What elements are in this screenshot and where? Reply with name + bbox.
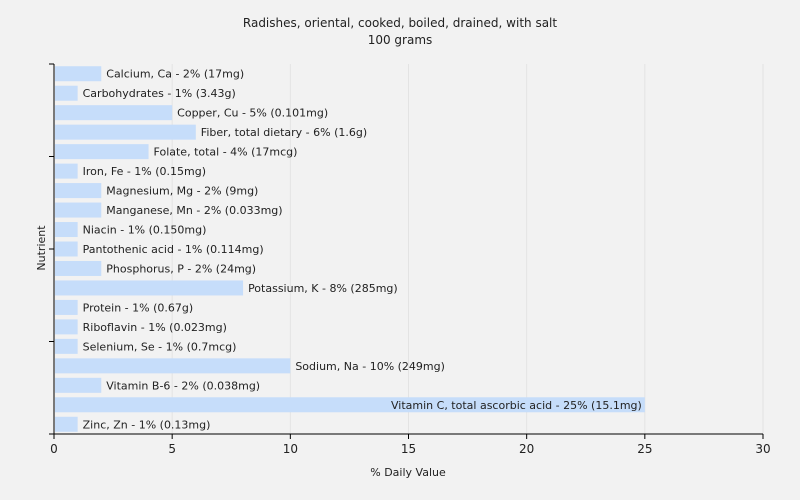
bar-label-13: Riboflavin - 1% (0.023mg) — [83, 321, 227, 334]
bar-label-9: Pantothenic acid - 1% (0.114mg) — [83, 243, 264, 256]
bar-7 — [55, 202, 102, 218]
bar-label-0: Calcium, Ca - 2% (17mg) — [106, 68, 244, 81]
bar-17 — [55, 397, 645, 413]
bar-label-2: Copper, Cu - 5% (0.101mg) — [177, 107, 328, 120]
bar-2 — [55, 105, 173, 121]
bar-5 — [55, 163, 78, 179]
bar-18 — [55, 416, 78, 432]
bar-15 — [55, 358, 291, 374]
bar-label-14: Selenium, Se - 1% (0.7mcg) — [83, 340, 237, 353]
bar-10 — [55, 260, 102, 276]
bars: Calcium, Ca - 2% (17mg) Carbohydrates - 1… — [55, 66, 645, 432]
bar-label-1: Carbohydrates - 1% (3.43g) — [83, 87, 236, 100]
x-tick-label-5: 5 — [168, 442, 176, 456]
chart-subtitle: 100 grams — [368, 33, 433, 47]
x-tick-label-30: 30 — [755, 442, 770, 456]
bar-label-6: Magnesium, Mg - 2% (9mg) — [106, 185, 258, 198]
bar-label-17: Vitamin C, total ascorbic acid - 25% (15… — [391, 399, 642, 412]
x-tick-label-25: 25 — [637, 442, 652, 456]
bar-14 — [55, 338, 78, 354]
bar-0 — [55, 66, 102, 82]
bar-label-18: Zinc, Zn - 1% (0.13mg) — [83, 418, 211, 431]
bar-label-10: Phosphorus, P - 2% (24mg) — [106, 262, 256, 275]
x-tick-label-0: 0 — [50, 442, 58, 456]
x-tick-label-20: 20 — [519, 442, 534, 456]
bar-label-5: Iron, Fe - 1% (0.15mg) — [83, 165, 206, 178]
bar-1 — [55, 85, 78, 101]
bar-label-16: Vitamin B-6 - 2% (0.038mg) — [106, 379, 260, 392]
bar-label-4: Folate, total - 4% (17mcg) — [154, 146, 298, 159]
bar-16 — [55, 377, 102, 393]
x-axis-label: % Daily Value — [370, 466, 446, 479]
bar-13 — [55, 319, 78, 335]
chart-title: Radishes, oriental, cooked, boiled, drai… — [243, 16, 557, 30]
x-tick-label-10: 10 — [283, 442, 298, 456]
bar-label-15: Sodium, Na - 10% (249mg) — [295, 360, 445, 373]
x-tick-label-15: 15 — [401, 442, 416, 456]
bar-12 — [55, 299, 78, 315]
bar-3 — [55, 124, 196, 140]
bar-label-11: Potassium, K - 8% (285mg) — [248, 282, 398, 295]
bar-label-3: Fiber, total dietary - 6% (1.6g) — [201, 126, 367, 139]
axes: 0 5 10 15 20 25 30 — [49, 63, 771, 456]
bar-11 — [55, 280, 244, 296]
bar-label-12: Protein - 1% (0.67g) — [83, 301, 194, 314]
bar-label-8: Niacin - 1% (0.150mg) — [83, 224, 207, 237]
bar-8 — [55, 222, 78, 238]
bar-9 — [55, 241, 78, 257]
y-axis-label: Nutrient — [35, 225, 48, 271]
bar-4 — [55, 144, 149, 160]
bar-6 — [55, 183, 102, 199]
bar-label-7: Manganese, Mn - 2% (0.033mg) — [106, 204, 282, 217]
